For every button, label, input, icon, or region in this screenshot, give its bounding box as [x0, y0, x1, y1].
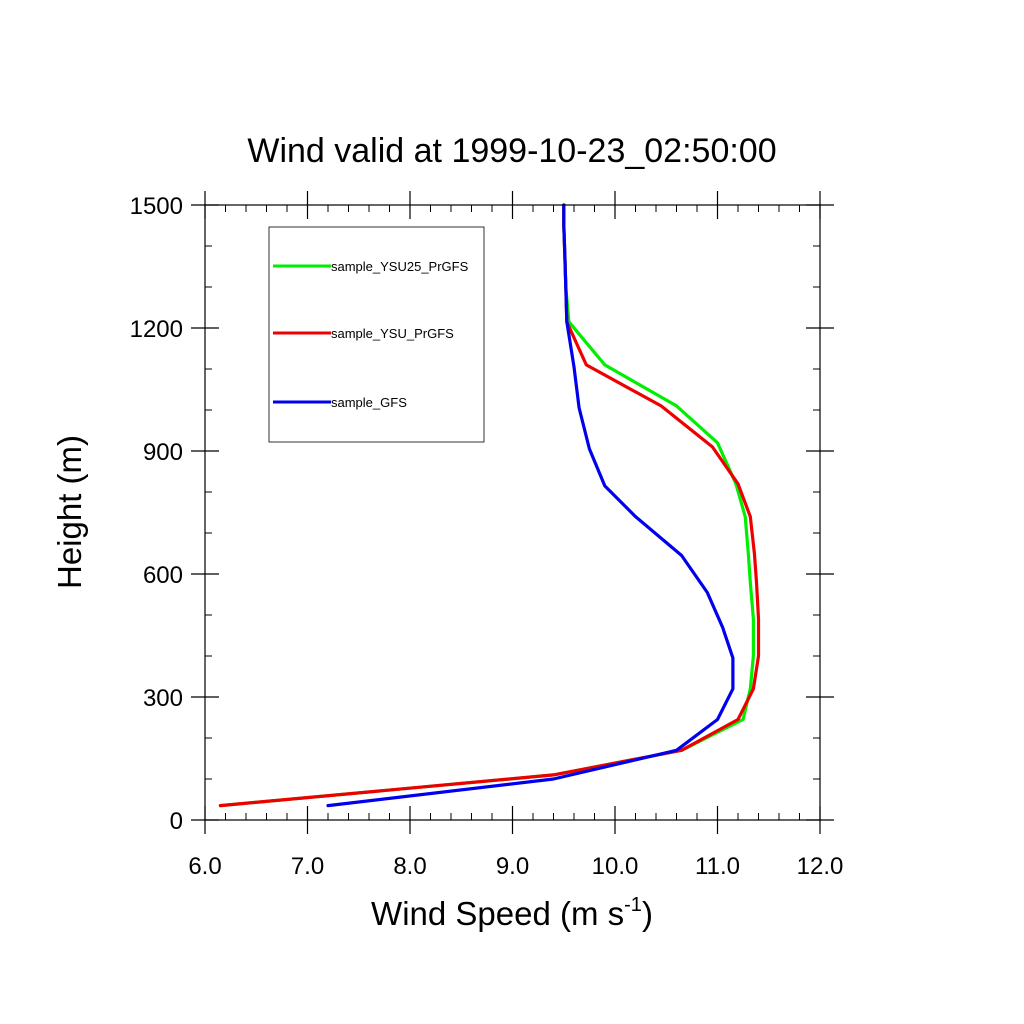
x-tick-label: 6.0 [188, 853, 221, 880]
plot-frame [204, 204, 821, 821]
y-tick-label: 0 [170, 808, 183, 835]
legend-label: sample_YSU25_PrGFS [331, 259, 469, 274]
x-tick-label: 7.0 [291, 853, 324, 880]
series-lines [218, 203, 761, 808]
chart-title: Wind valid at 1999-10-23_02:50:00 [247, 132, 776, 170]
y-tick-label: 900 [143, 439, 183, 466]
series-line-sample-gfs [326, 203, 735, 808]
y-tick-label: 1500 [130, 193, 183, 220]
legend-label: sample_YSU_PrGFS [331, 326, 454, 341]
x-tick-label: 10.0 [592, 853, 639, 880]
legend-label: sample_GFS [331, 395, 407, 410]
y-tick-label: 1200 [130, 316, 183, 343]
x-tick-label: 12.0 [797, 853, 844, 880]
x-tick-label: 9.0 [496, 853, 529, 880]
y-axis-label: Height (m) [51, 435, 88, 589]
legend: sample_YSU25_PrGFS sample_YSU_PrGFSsample… [268, 226, 485, 443]
tick-labels: 6.0 7.0 8.0 9.0 10.0 11.0 12.0 0 300 600 900 1200 15… [130, 193, 844, 880]
y-tick-label: 600 [143, 562, 183, 589]
x-tick-label: 8.0 [393, 853, 426, 880]
x-axis-label: Wind Speed (m s-1) [371, 894, 653, 932]
y-tick-label: 300 [143, 685, 183, 712]
x-tick-label: 11.0 [695, 853, 740, 880]
